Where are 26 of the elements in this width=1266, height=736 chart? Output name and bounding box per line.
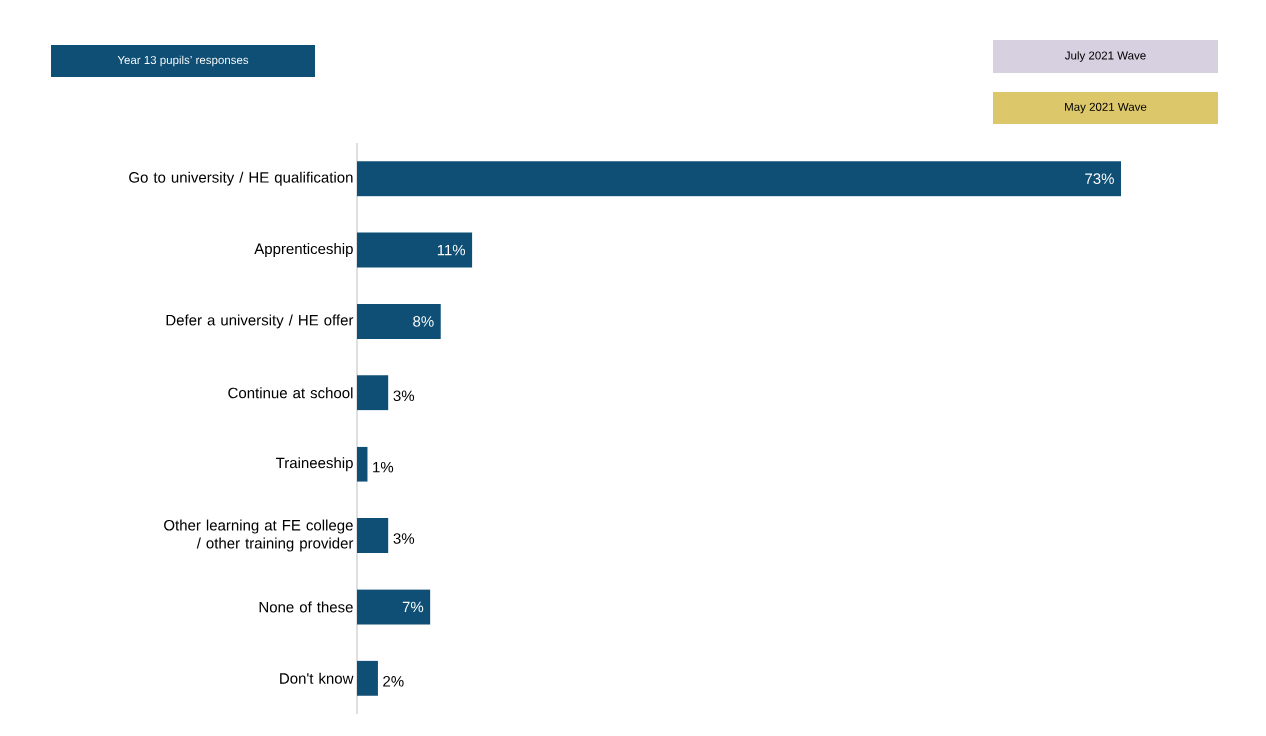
bar	[357, 660, 378, 696]
bar	[357, 232, 473, 268]
data-label: 11%	[437, 244, 466, 256]
bar	[357, 303, 441, 339]
data-label: 8%	[413, 316, 434, 327]
data-label: 73%	[1085, 173, 1114, 184]
y-tick-label: None of these	[259, 601, 353, 613]
data-label: 7%	[402, 601, 424, 613]
text: Year 13 pupils’ responses	[117, 55, 249, 67]
bar	[357, 161, 1121, 197]
data-label: 3%	[393, 533, 415, 544]
y-tick-label: Defer a university / HE offer	[166, 314, 354, 329]
bar	[357, 589, 431, 625]
bar	[357, 518, 389, 554]
text: May 2021 Wave	[1065, 102, 1147, 114]
data-label: 2%	[383, 676, 404, 687]
y-tick-label: Continue at school	[228, 387, 353, 399]
y-tick-label: Don't know	[280, 672, 354, 684]
data-label: 3%	[393, 390, 415, 402]
text: July 2021 Wave	[1064, 51, 1146, 62]
y-tick-label: Go to university / HE qualification	[129, 171, 353, 186]
y-tick-label: Other learning at FE college / other training provider	[164, 519, 354, 552]
y-tick-label: Apprenticeship	[254, 243, 353, 258]
bar	[357, 375, 389, 411]
y-tick-label: Traineeship	[275, 457, 353, 472]
data-label: 1%	[373, 461, 394, 473]
